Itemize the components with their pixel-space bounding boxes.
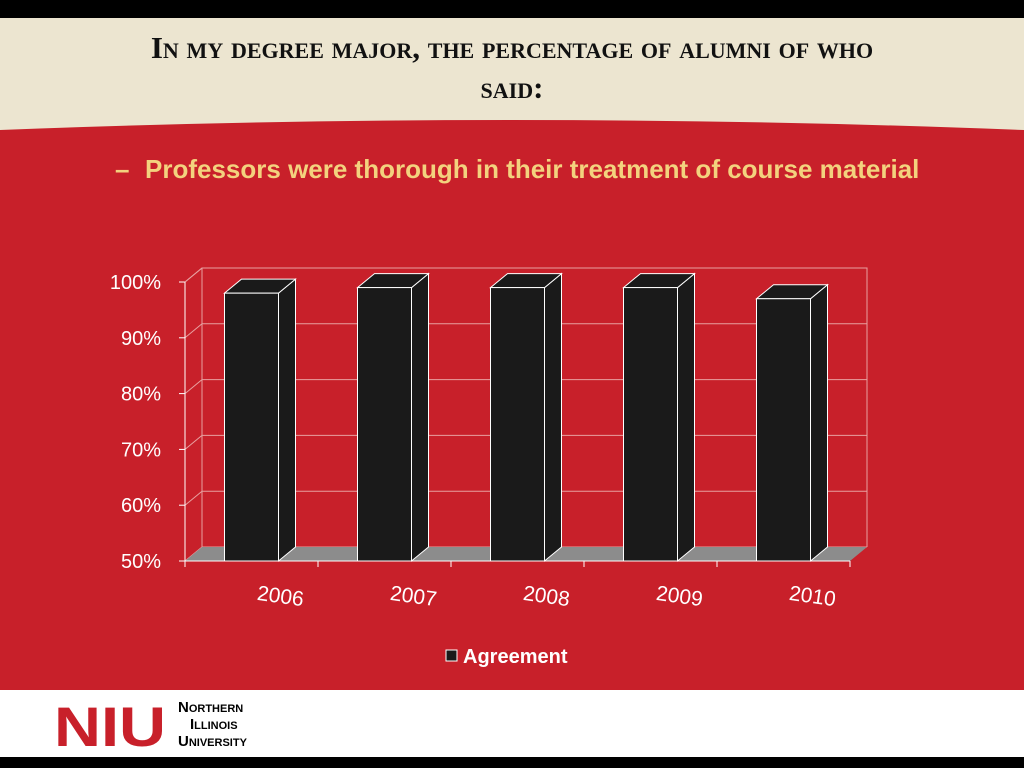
y-tick-label: 60% — [121, 495, 161, 517]
bar — [490, 287, 545, 562]
bottom-bar — [0, 757, 1024, 768]
top-bar — [0, 0, 1024, 18]
y-tick-label: 70% — [121, 439, 161, 461]
logo-line: Illinois — [190, 716, 238, 733]
logo-mark: NIU — [54, 695, 166, 758]
bar — [756, 298, 811, 562]
bar-side — [278, 278, 296, 563]
legend-label: Agreement — [463, 646, 568, 668]
bar — [623, 287, 678, 562]
logo-line: University — [178, 733, 248, 750]
y-tick-label: 100% — [110, 272, 161, 294]
header-band — [0, 18, 1024, 130]
legend-swatch — [445, 649, 458, 662]
bar-side — [810, 283, 828, 563]
bar-side — [544, 272, 562, 563]
bullet: – Professors were thorough in their treat… — [115, 155, 935, 183]
grid-line — [184, 267, 867, 283]
footer — [0, 690, 1024, 757]
bar-side — [677, 272, 695, 563]
bar-side — [411, 272, 429, 563]
bullet-text: Professors were thorough in their treatm… — [145, 154, 920, 184]
y-tick-label: 50% — [121, 551, 161, 573]
logo-line: Northern — [178, 699, 243, 716]
y-tick-label: 80% — [121, 384, 161, 406]
bar — [357, 287, 412, 562]
bullet-marker: – — [115, 154, 130, 184]
bar — [224, 292, 279, 562]
slide-title: In my degree major, the percentage of al… — [150, 30, 874, 105]
y-tick-label: 90% — [121, 328, 161, 350]
